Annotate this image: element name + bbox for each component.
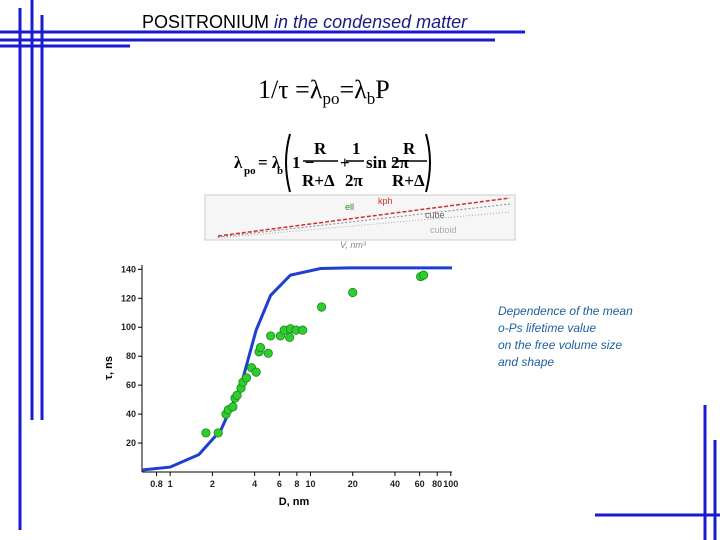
y-tick-label: 40 <box>126 409 136 419</box>
inset-label: cuboid <box>430 225 457 235</box>
inset-chart: ell kph cube cuboid V, nm³ <box>204 194 516 250</box>
data-point <box>285 332 295 342</box>
title-main: POSITRONIUM <box>142 12 269 32</box>
f-text: R <box>403 139 416 158</box>
f-text: R+Δ <box>302 171 335 190</box>
f-text: λ <box>234 153 243 172</box>
data-point <box>316 302 327 312</box>
eq-part: 1/τ =λ <box>258 75 323 104</box>
y-tick-label: 120 <box>121 293 136 303</box>
f-text: R+Δ <box>392 171 425 190</box>
data-point <box>228 402 238 412</box>
f-text: 1 − <box>292 153 314 172</box>
y-tick-label: 20 <box>126 438 136 448</box>
caption-line: o-Ps lifetime value <box>498 321 596 335</box>
data-point <box>213 428 223 438</box>
eq-sub: po <box>322 89 339 108</box>
data-point <box>201 428 211 438</box>
x-axis-label: D, nm <box>279 496 310 508</box>
data-point <box>251 367 261 377</box>
x-tick-label: 100 <box>443 479 458 489</box>
data-point <box>418 270 429 280</box>
x-tick-label: 2 <box>210 479 215 489</box>
y-tick-label: 100 <box>121 322 136 332</box>
y-axis-label: τ, ns <box>103 356 115 380</box>
x-tick-label: 40 <box>390 479 400 489</box>
title-italic: in the condensed matter <box>274 12 468 32</box>
f-text: b <box>277 165 283 177</box>
f-text: 2π <box>345 171 364 190</box>
f-text: sin 2π <box>366 153 410 172</box>
data-point <box>266 331 276 341</box>
y-tick-label: 80 <box>126 351 136 361</box>
caption-line: on the free volume size <box>498 338 622 352</box>
inset-xlabel: V, nm³ <box>340 240 367 250</box>
f-text: + <box>340 153 350 172</box>
f-text: po <box>244 165 256 177</box>
data-point <box>241 373 252 383</box>
data-point <box>298 325 308 335</box>
x-tick-label: 10 <box>305 479 315 489</box>
eq-part: =λ <box>339 75 367 104</box>
x-tick-label: 6 <box>277 479 282 489</box>
y-tick-label: 60 <box>126 380 136 390</box>
title: POSITRONIUM in the condensed matter <box>142 12 468 32</box>
equation: 1/τ =λpo=λbP <box>258 75 390 108</box>
data-point <box>348 287 358 298</box>
f-text: R <box>314 139 327 158</box>
data-point <box>255 342 266 353</box>
f-text: = λ <box>258 153 281 172</box>
x-tick-label: 1 <box>168 479 173 489</box>
eq-sub: b <box>367 89 376 108</box>
caption: Dependence of the mean o-Ps lifetime val… <box>498 304 633 369</box>
f-text: 1 <box>352 139 361 158</box>
x-tick-label: 0.8 <box>150 479 163 489</box>
caption-line: Dependence of the mean <box>498 304 633 318</box>
eq-part: P <box>375 75 389 104</box>
inset-label: cube <box>425 210 445 220</box>
curve <box>141 266 452 472</box>
x-tick-label: 80 <box>432 479 442 489</box>
inset-label: kph <box>378 196 393 206</box>
data-point <box>263 348 273 358</box>
x-tick-label: 4 <box>252 479 257 489</box>
y-tick-label: 140 <box>121 264 136 274</box>
data-point <box>232 390 242 400</box>
x-tick-label: 20 <box>348 479 358 489</box>
x-tick-label: 60 <box>415 479 425 489</box>
inset-label: ell <box>345 202 354 212</box>
formula: λ po = λ b 1 − R R+Δ + 1 2π sin 2π R R+Δ <box>234 133 431 193</box>
x-tick-label: 8 <box>294 479 299 489</box>
caption-line: and shape <box>498 355 554 369</box>
